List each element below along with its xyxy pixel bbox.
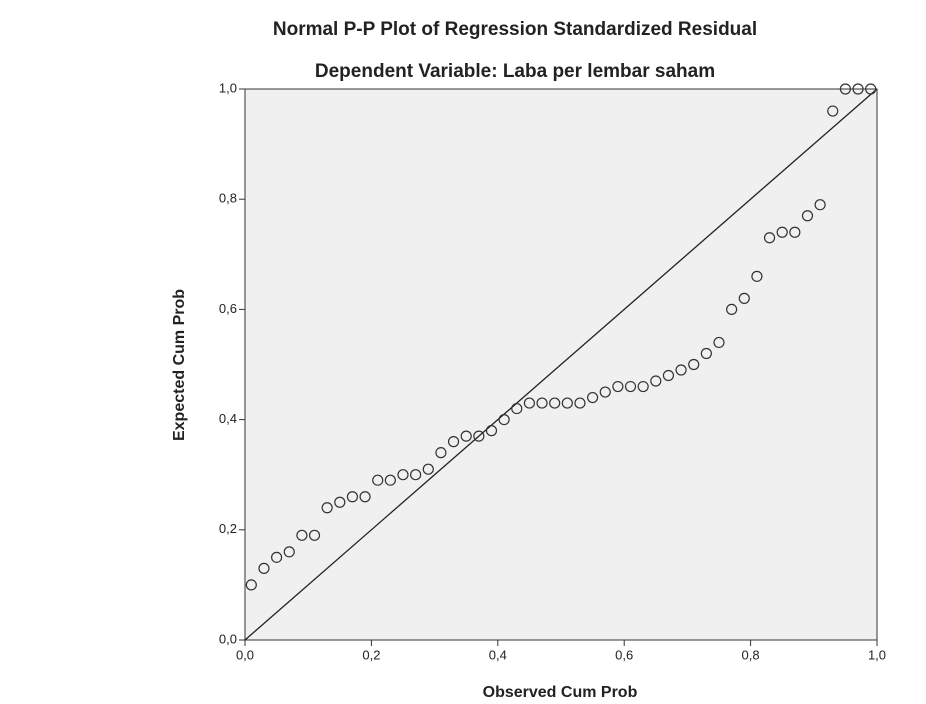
point bbox=[763, 232, 776, 244]
point bbox=[827, 105, 839, 117]
point bbox=[321, 502, 333, 514]
point bbox=[561, 397, 573, 409]
y-tick-label: 0,2 bbox=[219, 521, 237, 536]
point bbox=[852, 83, 864, 95]
point bbox=[536, 397, 548, 409]
point bbox=[865, 83, 877, 95]
point bbox=[435, 447, 447, 459]
point bbox=[346, 491, 359, 503]
chart-subtitle: Dependent Variable: Laba per lembar saha… bbox=[315, 61, 715, 82]
point bbox=[334, 496, 346, 508]
point bbox=[460, 430, 472, 442]
reference-line bbox=[244, 88, 878, 641]
point bbox=[776, 226, 788, 238]
point bbox=[801, 210, 814, 222]
x-tick-label: 0,8 bbox=[742, 647, 760, 662]
point bbox=[624, 380, 637, 393]
point bbox=[372, 474, 384, 486]
point bbox=[410, 469, 422, 481]
y-tick-label: 0,0 bbox=[219, 631, 237, 646]
point bbox=[283, 546, 295, 558]
x-tick-label: 0,0 bbox=[236, 647, 254, 662]
point bbox=[662, 369, 675, 382]
point bbox=[485, 425, 498, 437]
point bbox=[839, 83, 852, 95]
point bbox=[296, 529, 308, 541]
point bbox=[713, 336, 725, 349]
point bbox=[359, 491, 371, 503]
point bbox=[271, 551, 283, 563]
point bbox=[637, 380, 649, 393]
point bbox=[586, 391, 599, 404]
point bbox=[447, 436, 460, 448]
point bbox=[258, 562, 270, 574]
point bbox=[738, 292, 750, 304]
point bbox=[688, 358, 700, 371]
point bbox=[498, 414, 510, 426]
y-tick-label: 0,8 bbox=[219, 191, 237, 206]
point bbox=[612, 380, 624, 393]
point bbox=[245, 579, 257, 591]
x-tick-label: 0,6 bbox=[615, 647, 633, 662]
point bbox=[574, 397, 586, 409]
y-axis-label: Expected Cum Prob bbox=[171, 289, 188, 441]
x-tick-label: 0,2 bbox=[362, 647, 380, 662]
point bbox=[422, 463, 434, 475]
chart-title: Normal P-P Plot of Regression Standardiz… bbox=[273, 19, 757, 40]
point bbox=[789, 226, 801, 238]
x-tick-label: 0,4 bbox=[489, 647, 507, 662]
point bbox=[511, 402, 523, 415]
point bbox=[650, 375, 662, 387]
point bbox=[700, 347, 712, 360]
point bbox=[308, 529, 321, 541]
point bbox=[523, 397, 536, 409]
x-axis-label: Observed Cum Prob bbox=[483, 684, 638, 701]
point bbox=[814, 199, 826, 211]
point bbox=[599, 386, 611, 398]
point bbox=[397, 469, 409, 481]
point bbox=[473, 430, 485, 442]
point bbox=[549, 397, 561, 409]
point bbox=[675, 364, 687, 376]
x-tick-label: 1,0 bbox=[868, 647, 886, 662]
y-tick-label: 1,0 bbox=[219, 80, 237, 95]
point bbox=[726, 303, 738, 315]
point bbox=[751, 270, 763, 282]
point bbox=[384, 474, 396, 486]
y-tick-label: 0,6 bbox=[219, 301, 237, 316]
y-tick-label: 0,4 bbox=[219, 411, 237, 426]
